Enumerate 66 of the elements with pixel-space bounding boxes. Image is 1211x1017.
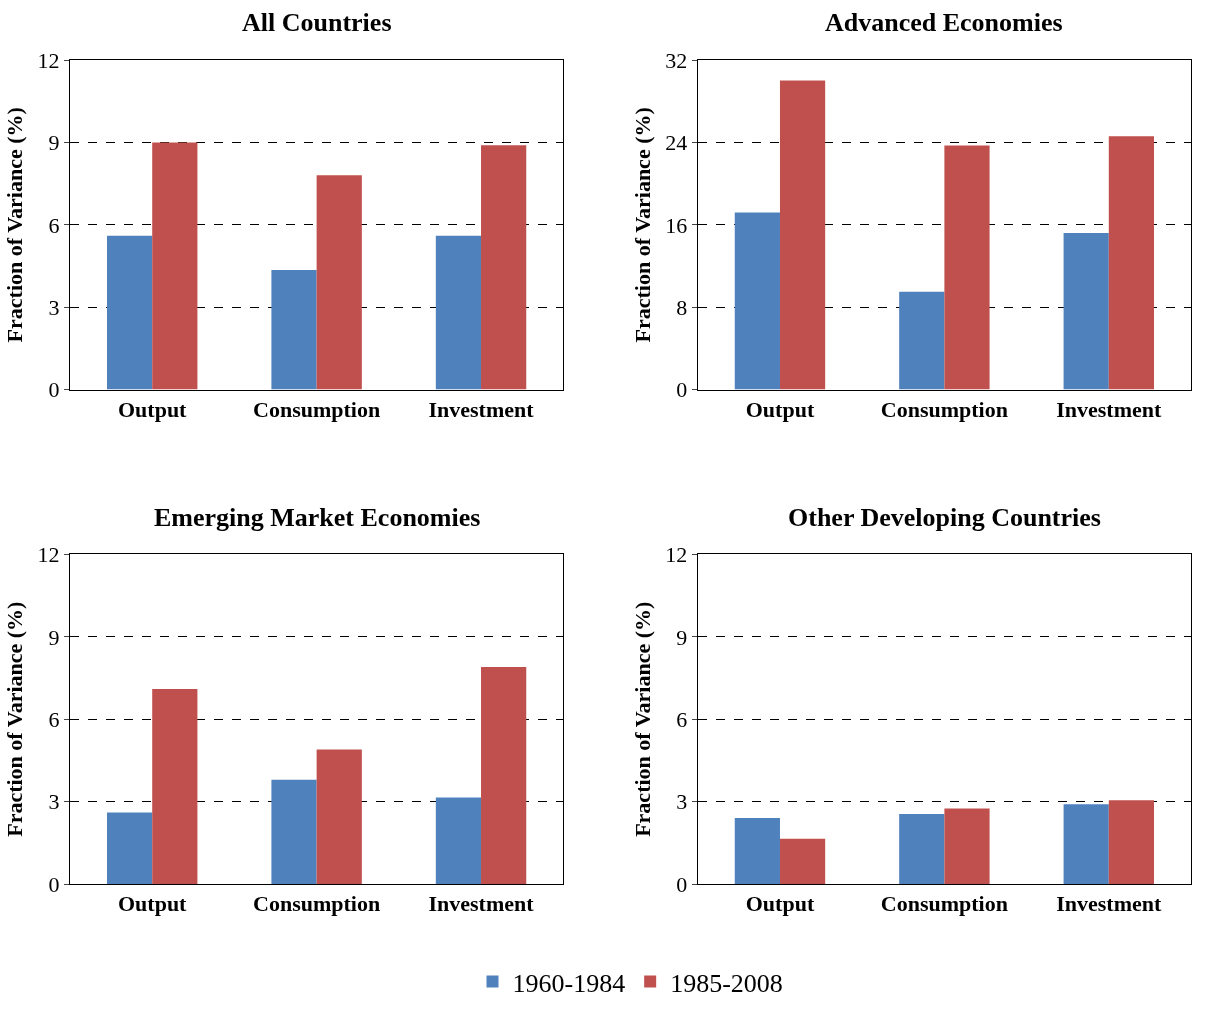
bar bbox=[271, 779, 317, 884]
bar bbox=[316, 175, 362, 390]
bar bbox=[944, 145, 990, 390]
bar bbox=[734, 212, 780, 390]
x-tick-label: Investment bbox=[428, 891, 535, 917]
bar bbox=[1063, 233, 1109, 390]
y-axis-title: Fraction of Variance (%) bbox=[630, 107, 656, 343]
bar bbox=[106, 235, 153, 390]
y-tick-label: 16 bbox=[665, 212, 688, 238]
chart-title: All Countries bbox=[242, 8, 392, 37]
bar bbox=[271, 270, 317, 390]
legend-label: 1985-2008 bbox=[670, 968, 783, 998]
x-tick-label: Consumption bbox=[880, 891, 1008, 917]
y-axis-title: Fraction of Variance (%) bbox=[630, 601, 656, 837]
y-tick-label: 12 bbox=[37, 47, 60, 73]
bar bbox=[152, 688, 198, 884]
y-axis-title: Fraction of Variance (%) bbox=[2, 107, 28, 343]
bar bbox=[734, 818, 780, 884]
y-tick-label: 32 bbox=[665, 47, 688, 73]
y-tick-label: 12 bbox=[37, 542, 60, 568]
bar bbox=[435, 797, 482, 884]
y-tick-label: 24 bbox=[665, 130, 688, 156]
bar bbox=[1108, 136, 1155, 390]
chart-title: Advanced Economies bbox=[825, 8, 1063, 37]
y-tick-label: 3 bbox=[48, 294, 60, 320]
y-tick-label: 12 bbox=[665, 542, 688, 568]
y-tick-label: 0 bbox=[48, 377, 60, 403]
bar bbox=[106, 812, 153, 884]
x-tick-label: Investment bbox=[1056, 397, 1163, 422]
x-tick-label: Investment bbox=[428, 397, 535, 422]
y-tick-label: 3 bbox=[48, 789, 60, 815]
y-axis-title: Fraction of Variance (%) bbox=[2, 601, 28, 837]
y-tick-label: 9 bbox=[48, 130, 60, 156]
bar bbox=[1063, 804, 1109, 884]
y-tick-label: 6 bbox=[48, 706, 60, 732]
x-tick-label: Consumption bbox=[253, 891, 381, 917]
bar bbox=[152, 142, 198, 390]
x-tick-label: Output bbox=[745, 397, 815, 422]
bar bbox=[944, 808, 990, 884]
bar bbox=[1108, 800, 1155, 884]
bar bbox=[481, 667, 527, 884]
bar bbox=[899, 813, 945, 884]
bar bbox=[481, 145, 527, 390]
y-tick-label: 0 bbox=[48, 871, 60, 897]
y-tick-label: 6 bbox=[676, 706, 688, 732]
bar bbox=[316, 749, 362, 884]
y-tick-label: 8 bbox=[676, 294, 688, 320]
chart-title: Other Developing Countries bbox=[788, 503, 1101, 532]
x-tick-label: Output bbox=[745, 891, 815, 917]
x-tick-label: Output bbox=[117, 891, 188, 917]
y-tick-label: 3 bbox=[676, 789, 688, 815]
x-tick-label: Consumption bbox=[880, 397, 1008, 422]
bar bbox=[779, 838, 826, 884]
chart-title: Emerging Market Economies bbox=[154, 503, 481, 532]
bar bbox=[435, 235, 482, 390]
y-tick-label: 9 bbox=[48, 624, 60, 650]
bar bbox=[779, 80, 826, 390]
y-tick-label: 6 bbox=[48, 212, 60, 238]
y-tick-label: 0 bbox=[676, 871, 688, 897]
y-tick-label: 0 bbox=[676, 377, 688, 403]
x-tick-label: Output bbox=[117, 397, 188, 422]
y-tick-label: 9 bbox=[676, 624, 688, 650]
x-tick-label: Consumption bbox=[253, 397, 381, 422]
bar bbox=[899, 291, 945, 390]
x-tick-label: Investment bbox=[1056, 891, 1163, 917]
legend-label: 1960-1984 bbox=[512, 968, 626, 998]
